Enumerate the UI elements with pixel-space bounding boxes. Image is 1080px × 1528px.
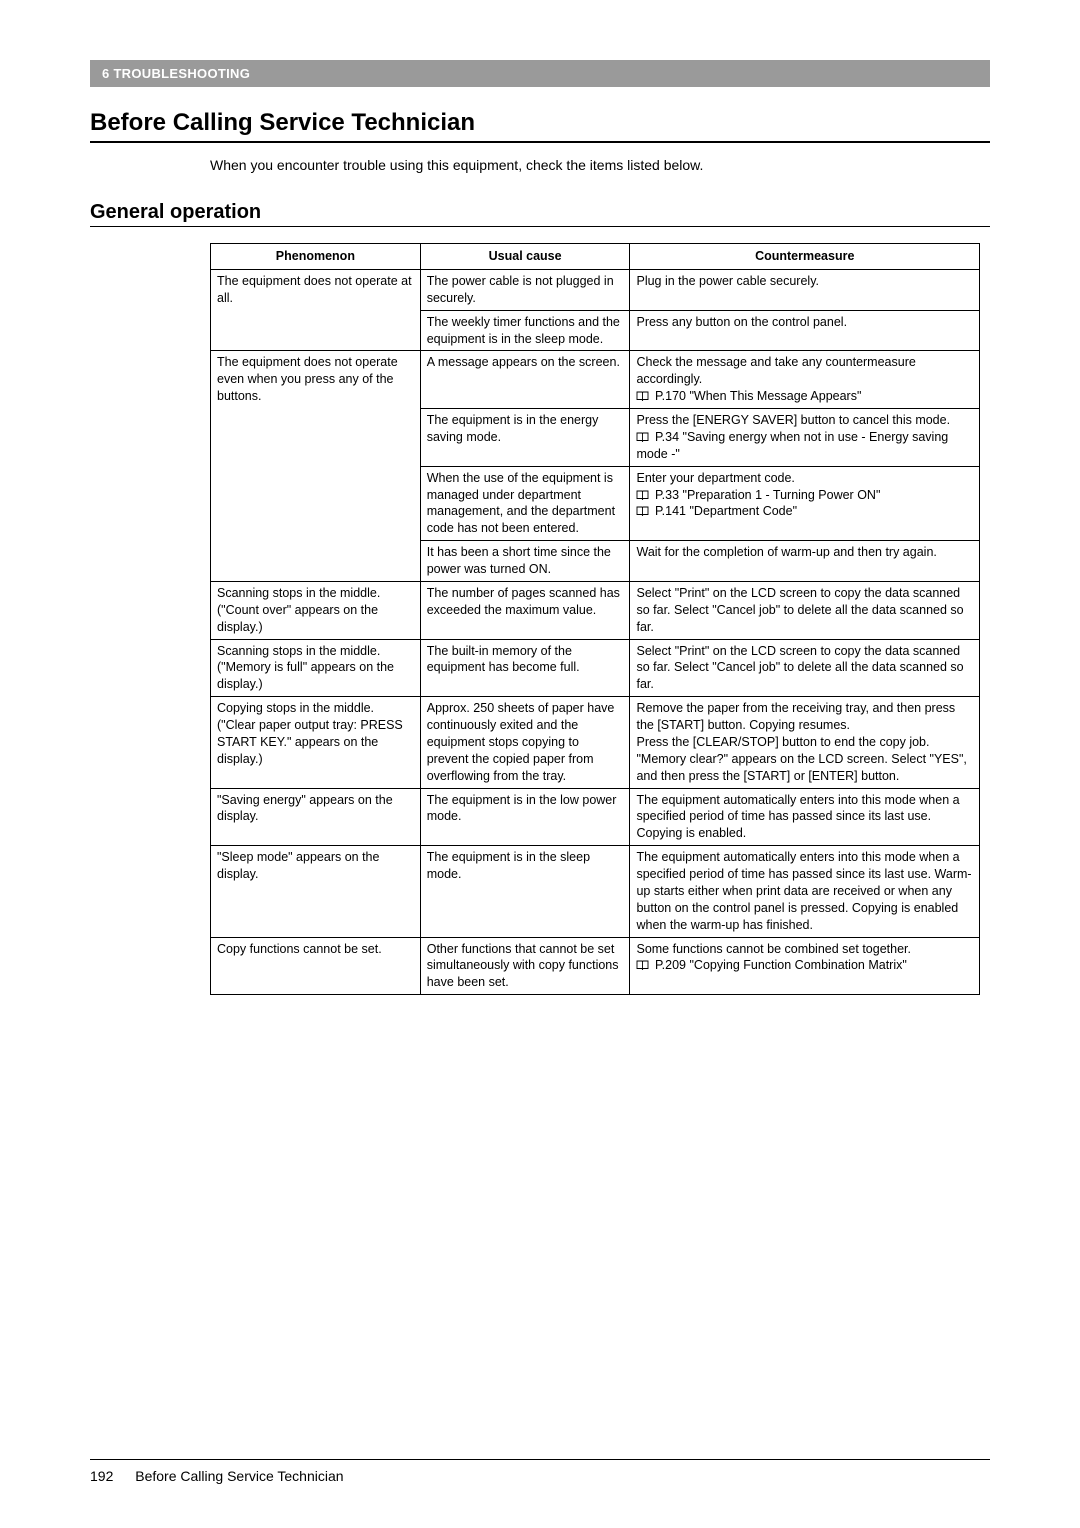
cell-phenomenon: Copy functions cannot be set. xyxy=(211,937,421,995)
table-body: The equipment does not operate at all.Th… xyxy=(211,269,980,994)
cell-countermeasure: Select "Print" on the LCD screen to copy… xyxy=(630,581,980,639)
cell-phenomenon: "Saving energy" appears on the display. xyxy=(211,788,421,846)
table-row: Copy functions cannot be set.Other funct… xyxy=(211,937,980,995)
cell-countermeasure: Select "Print" on the LCD screen to copy… xyxy=(630,639,980,697)
cell-countermeasure: Wait for the completion of warm-up and t… xyxy=(630,541,980,582)
cell-usual-cause: The power cable is not plugged in secure… xyxy=(420,269,630,310)
cell-usual-cause: The equipment is in the low power mode. xyxy=(420,788,630,846)
page-footer: 192 Before Calling Service Technician xyxy=(90,1459,990,1484)
page-title: Before Calling Service Technician xyxy=(90,109,990,137)
cell-usual-cause: A message appears on the screen. xyxy=(420,351,630,409)
cell-phenomenon: Copying stops in the middle. ("Clear pap… xyxy=(211,697,421,788)
book-icon xyxy=(636,490,649,500)
book-icon xyxy=(636,506,649,516)
title-rule xyxy=(90,141,990,143)
cell-usual-cause: The number of pages scanned has exceeded… xyxy=(420,581,630,639)
cell-countermeasure: Enter your department code. P.33 "Prepar… xyxy=(630,466,980,541)
cell-usual-cause: Other functions that cannot be set simul… xyxy=(420,937,630,995)
cell-countermeasure: Remove the paper from the receiving tray… xyxy=(630,697,980,788)
page-number: 192 xyxy=(90,1468,113,1484)
cell-countermeasure: Some functions cannot be combined set to… xyxy=(630,937,980,995)
col-header-usual-cause: Usual cause xyxy=(420,244,630,270)
cell-usual-cause: It has been a short time since the power… xyxy=(420,541,630,582)
cell-usual-cause: The equipment is in the sleep mode. xyxy=(420,846,630,937)
cell-phenomenon: The equipment does not operate at all. xyxy=(211,269,421,351)
table-row: The equipment does not operate at all.Th… xyxy=(211,269,980,310)
section-title: General operation xyxy=(90,201,990,224)
cell-phenomenon: Scanning stops in the middle. ("Count ov… xyxy=(211,581,421,639)
table-row: "Sleep mode" appears on the display.The … xyxy=(211,846,980,937)
cell-countermeasure: The equipment automatically enters into … xyxy=(630,846,980,937)
book-icon xyxy=(636,960,649,970)
running-title: Before Calling Service Technician xyxy=(135,1468,343,1484)
cell-phenomenon: "Sleep mode" appears on the display. xyxy=(211,846,421,937)
cell-countermeasure: Press the [ENERGY SAVER] button to cance… xyxy=(630,409,980,467)
table-row: Scanning stops in the middle. ("Count ov… xyxy=(211,581,980,639)
table-row: Copying stops in the middle. ("Clear pap… xyxy=(211,697,980,788)
cell-countermeasure: Plug in the power cable securely. xyxy=(630,269,980,310)
troubleshooting-table: Phenomenon Usual cause Countermeasure Th… xyxy=(210,243,980,995)
section-rule xyxy=(90,226,990,227)
col-header-countermeasure: Countermeasure xyxy=(630,244,980,270)
cell-usual-cause: Approx. 250 sheets of paper have continu… xyxy=(420,697,630,788)
page: 6 TROUBLESHOOTING Before Calling Service… xyxy=(0,0,1080,1528)
cell-countermeasure: Press any button on the control panel. xyxy=(630,310,980,351)
cell-phenomenon: The equipment does not operate even when… xyxy=(211,351,421,582)
cell-usual-cause: When the use of the equipment is managed… xyxy=(420,466,630,541)
intro-text: When you encounter trouble using this eq… xyxy=(210,157,990,173)
chapter-bar: 6 TROUBLESHOOTING xyxy=(90,60,990,87)
cell-usual-cause: The weekly timer functions and the equip… xyxy=(420,310,630,351)
cell-usual-cause: The equipment is in the energy saving mo… xyxy=(420,409,630,467)
table-header-row: Phenomenon Usual cause Countermeasure xyxy=(211,244,980,270)
cell-countermeasure: Check the message and take any counterme… xyxy=(630,351,980,409)
book-icon xyxy=(636,432,649,442)
col-header-phenomenon: Phenomenon xyxy=(211,244,421,270)
table-row: The equipment does not operate even when… xyxy=(211,351,980,409)
table-row: Scanning stops in the middle. ("Memory i… xyxy=(211,639,980,697)
book-icon xyxy=(636,391,649,401)
cell-countermeasure: The equipment automatically enters into … xyxy=(630,788,980,846)
cell-usual-cause: The built-in memory of the equipment has… xyxy=(420,639,630,697)
table-row: "Saving energy" appears on the display.T… xyxy=(211,788,980,846)
table-wrapper: Phenomenon Usual cause Countermeasure Th… xyxy=(210,243,990,995)
cell-phenomenon: Scanning stops in the middle. ("Memory i… xyxy=(211,639,421,697)
